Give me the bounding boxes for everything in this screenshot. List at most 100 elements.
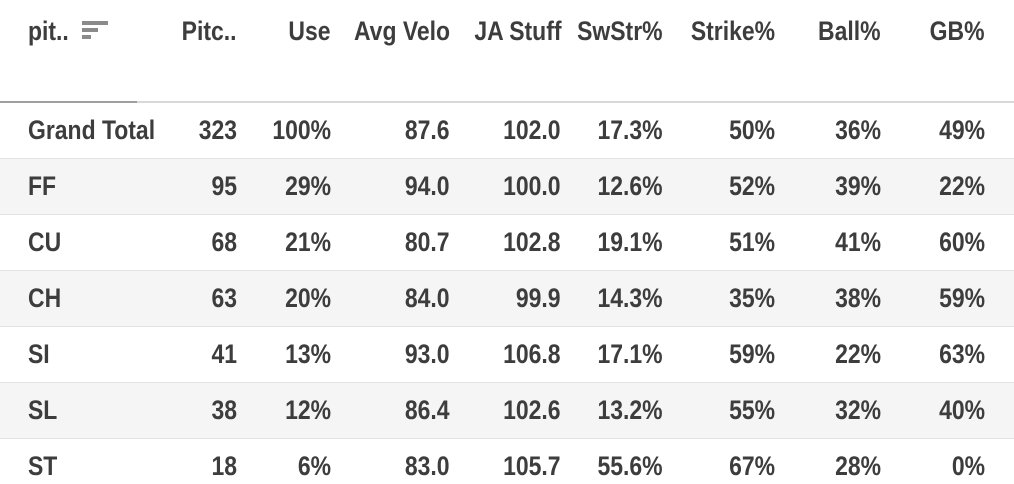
cell-pitches[interactable]: 68 — [137, 214, 237, 271]
cell-ja-stuff[interactable]: 102.0 — [450, 102, 561, 159]
sort-descending-icon[interactable] — [82, 20, 108, 39]
cell-pitches[interactable]: 38 — [137, 382, 237, 439]
cell-swstr[interactable]: 19.1% — [561, 214, 663, 271]
cell-use[interactable]: 6% — [237, 438, 331, 484]
cell-text: 36% — [835, 115, 881, 145]
cell-text: 12.6% — [597, 171, 663, 201]
cell-use[interactable]: 21% — [237, 214, 331, 271]
cell-swstr[interactable]: 17.1% — [561, 326, 663, 383]
cell-text: 18 — [211, 451, 237, 481]
cell-text: ST — [28, 451, 58, 481]
cell-ball[interactable]: 36% — [775, 102, 881, 159]
cell-pitch-type[interactable]: CH — [0, 270, 137, 327]
column-header-avg-velo[interactable]: Avg Velo — [331, 0, 450, 103]
cell-pitches[interactable]: 95 — [137, 158, 237, 215]
cell-swstr[interactable]: 17.3% — [561, 102, 663, 159]
cell-swstr[interactable]: 12.6% — [561, 158, 663, 215]
cell-ball[interactable]: 28% — [775, 438, 881, 484]
cell-avg-velo[interactable]: 86.4 — [331, 382, 450, 439]
cell-strike[interactable]: 51% — [663, 214, 775, 271]
cell-pitches[interactable]: 63 — [137, 270, 237, 327]
cell-pitches[interactable]: 41 — [137, 326, 237, 383]
column-header-strike[interactable]: Strike% — [663, 0, 775, 103]
cell-text: 86.4 — [405, 395, 450, 425]
column-header-label: Use — [288, 16, 331, 46]
cell-ja-stuff[interactable]: 105.7 — [450, 438, 561, 484]
cell-strike[interactable]: 50% — [663, 102, 775, 159]
cell-swstr[interactable]: 13.2% — [561, 382, 663, 439]
cell-text: 32% — [835, 395, 881, 425]
cell-pitch-type[interactable]: CU — [0, 214, 137, 271]
cell-text: 105.7 — [503, 451, 561, 481]
cell-text: 20% — [285, 283, 331, 313]
column-header-swstr[interactable]: SwStr% — [561, 0, 663, 103]
cell-pitches[interactable]: 18 — [137, 438, 237, 484]
cell-ja-stuff[interactable]: 102.8 — [450, 214, 561, 271]
cell-ball[interactable]: 41% — [775, 214, 881, 271]
cell-gb[interactable]: 59% — [881, 270, 1014, 327]
cell-avg-velo[interactable]: 84.0 — [331, 270, 450, 327]
cell-avg-velo[interactable]: 93.0 — [331, 326, 450, 383]
cell-gb[interactable]: 49% — [881, 102, 1014, 159]
cell-strike[interactable]: 35% — [663, 270, 775, 327]
cell-swstr[interactable]: 55.6% — [561, 438, 663, 484]
cell-strike[interactable]: 55% — [663, 382, 775, 439]
cell-use[interactable]: 29% — [237, 158, 331, 215]
column-header-pitches[interactable]: Pitc.. — [137, 0, 237, 103]
column-header-use[interactable]: Use — [237, 0, 331, 103]
cell-text: 28% — [835, 451, 881, 481]
cell-pitches[interactable]: 323 — [137, 102, 237, 159]
cell-ja-stuff[interactable]: 99.9 — [450, 270, 561, 327]
cell-text: 35% — [729, 283, 775, 313]
cell-pitch-type[interactable]: SI — [0, 326, 137, 383]
cell-avg-velo[interactable]: 87.6 — [331, 102, 450, 159]
cell-text: 38 — [211, 395, 237, 425]
cell-avg-velo[interactable]: 83.0 — [331, 438, 450, 484]
cell-use[interactable]: 12% — [237, 382, 331, 439]
column-header-ball[interactable]: Ball% — [775, 0, 881, 103]
cell-ja-stuff[interactable]: 106.8 — [450, 326, 561, 383]
column-header-label: Strike% — [690, 16, 775, 46]
cell-use[interactable]: 100% — [237, 102, 331, 159]
cell-ja-stuff[interactable]: 100.0 — [450, 158, 561, 215]
cell-gb[interactable]: 40% — [881, 382, 1014, 439]
cell-avg-velo[interactable]: 94.0 — [331, 158, 450, 215]
cell-pitch-type[interactable]: ST — [0, 438, 137, 484]
cell-text: Grand Total — [28, 115, 156, 145]
cell-text: 17.3% — [597, 115, 663, 145]
cell-text: 22% — [835, 339, 881, 369]
column-header-gb[interactable]: GB% — [881, 0, 1014, 103]
cell-pitch-type[interactable]: FF — [0, 158, 137, 215]
cell-strike[interactable]: 67% — [663, 438, 775, 484]
table-row-st: ST 18 6% 83.0 105.7 55.6% 67% 28% 0% — [0, 438, 1014, 484]
cell-ja-stuff[interactable]: 102.6 — [450, 382, 561, 439]
cell-ball[interactable]: 39% — [775, 158, 881, 215]
column-header-pitch-type[interactable]: pit.. — [0, 0, 137, 103]
cell-text: 59% — [729, 339, 775, 369]
cell-use[interactable]: 13% — [237, 326, 331, 383]
cell-pitch-type[interactable]: SL — [0, 382, 137, 439]
cell-ball[interactable]: 22% — [775, 326, 881, 383]
cell-text: 40% — [939, 395, 985, 425]
cell-ball[interactable]: 38% — [775, 270, 881, 327]
cell-text: 55% — [729, 395, 775, 425]
column-header-ja-stuff[interactable]: JA Stuff — [450, 0, 561, 103]
cell-text: 93.0 — [405, 339, 450, 369]
cell-strike[interactable]: 59% — [663, 326, 775, 383]
cell-text: 59% — [939, 283, 985, 313]
cell-gb[interactable]: 63% — [881, 326, 1014, 383]
cell-text: 102.8 — [503, 227, 561, 257]
cell-swstr[interactable]: 14.3% — [561, 270, 663, 327]
cell-use[interactable]: 20% — [237, 270, 331, 327]
cell-text: 41% — [835, 227, 881, 257]
cell-gb[interactable]: 60% — [881, 214, 1014, 271]
cell-strike[interactable]: 52% — [663, 158, 775, 215]
cell-text: 80.7 — [405, 227, 450, 257]
cell-gb[interactable]: 0% — [881, 438, 1014, 484]
cell-ball[interactable]: 32% — [775, 382, 881, 439]
cell-gb[interactable]: 22% — [881, 158, 1014, 215]
cell-text: 100.0 — [503, 171, 561, 201]
cell-pitch-type[interactable]: Grand Total — [0, 102, 155, 159]
column-header-label: GB% — [930, 16, 985, 46]
cell-avg-velo[interactable]: 80.7 — [331, 214, 450, 271]
